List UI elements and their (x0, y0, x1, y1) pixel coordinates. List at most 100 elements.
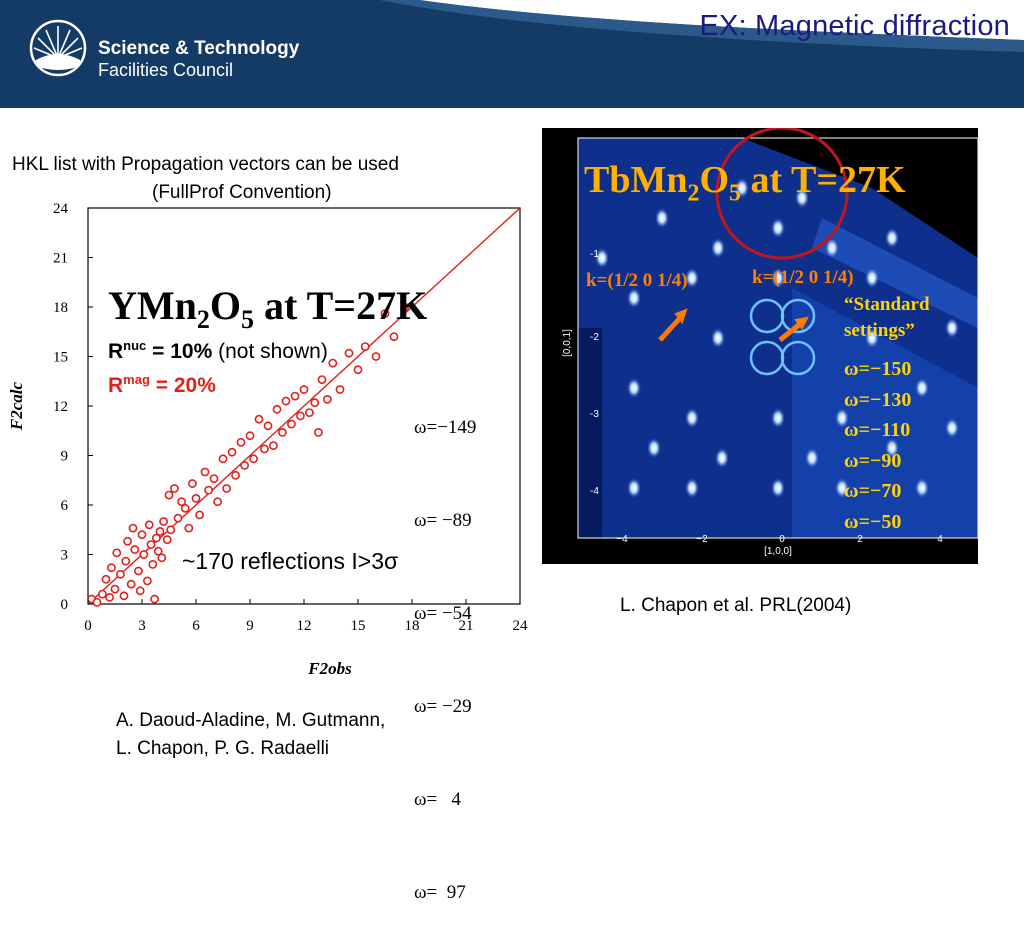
x-tick-label: 18 (405, 618, 420, 634)
data-point (304, 408, 314, 417)
k-arrows (658, 308, 809, 342)
data-point (177, 497, 186, 507)
map-y-tick-label: -3 (590, 409, 599, 420)
map-y-axis-label: [0,0,1] (562, 329, 573, 357)
data-point (123, 536, 132, 546)
data-point (259, 444, 269, 454)
data-point (249, 454, 258, 464)
data-point (121, 556, 131, 566)
diffraction-spot (715, 448, 729, 468)
x-tick-label: 24 (513, 618, 529, 634)
y-tick-label: 3 (61, 548, 69, 564)
diffraction-spot (735, 178, 749, 198)
diffraction-spot (595, 248, 609, 268)
data-point (213, 497, 222, 507)
left-compound-title: YMn2O5 at T=27K (108, 283, 428, 334)
data-point (148, 559, 158, 569)
x-tick-label: 6 (192, 618, 200, 634)
x-tick-label: 3 (138, 618, 146, 634)
data-point (353, 365, 363, 375)
diffraction-spot (865, 268, 879, 288)
data-point (107, 563, 116, 573)
diffraction-spot (825, 238, 839, 258)
data-point (101, 574, 111, 584)
y-tick-label: 24 (53, 201, 69, 217)
diffraction-spot (795, 188, 809, 208)
slide-header: Science & Technology Facilities Council … (0, 0, 1024, 108)
data-point (286, 419, 296, 429)
reflections-count: ~170 reflections I>3σ (182, 548, 399, 575)
data-point (98, 589, 107, 599)
left-caption-line2: (FullProf Convention) (152, 182, 332, 203)
data-point (310, 398, 320, 408)
diffraction-spot (835, 408, 849, 428)
y-tick-label: 15 (53, 350, 68, 366)
chart-y-label: F2calc (7, 381, 26, 431)
diffraction-spot (711, 328, 725, 348)
data-point (360, 342, 370, 351)
left-caption-line1: HKL list with Propagation vectors can be… (12, 154, 399, 175)
data-point (157, 553, 167, 563)
map-y-tick-label: -1 (590, 249, 599, 260)
diffraction-spot (627, 288, 641, 308)
data-point (195, 510, 204, 520)
left-omega-item: ω= 4 (414, 789, 461, 810)
y-tick-label: 0 (61, 597, 69, 613)
map-y-tick-label: -2 (590, 332, 599, 343)
diffraction-spot (711, 238, 725, 258)
data-point (166, 525, 176, 535)
right-omega-item: ω=−110 (844, 419, 911, 441)
data-point (184, 523, 194, 533)
data-point (112, 548, 122, 558)
left-omega-item: ω= −89 (414, 510, 472, 531)
data-point (277, 427, 287, 437)
left-omega-list: ω=−149 ω= −89 ω= −54 ω= −29 ω= 4 ω= 97 (414, 350, 476, 939)
data-point (116, 569, 125, 579)
data-point (155, 526, 165, 536)
data-point (151, 533, 161, 543)
data-point (299, 385, 309, 394)
data-point (344, 348, 354, 358)
data-point (153, 546, 163, 556)
data-point (150, 594, 159, 604)
x-tick-label: 15 (351, 618, 366, 634)
right-omega-item: ω=−150 (844, 358, 912, 380)
data-point (227, 447, 237, 457)
data-point (169, 484, 179, 493)
data-point (110, 584, 120, 594)
left-omega-item: ω= −54 (414, 603, 472, 624)
diffraction-spot (771, 268, 785, 288)
data-point (218, 454, 228, 464)
chart-y-ticks: 0 3 6 9 12 15 18 21 24 (53, 201, 93, 613)
diffraction-spots (595, 178, 959, 498)
data-point (313, 427, 323, 437)
data-point (144, 520, 154, 530)
data-point (146, 540, 156, 549)
x-tick-label: 9 (246, 618, 254, 634)
data-point (162, 535, 172, 545)
chart-x-ticks: 0 3 6 9 12 15 18 21 24 (84, 599, 528, 634)
chart-x-label: F2obs (307, 659, 352, 678)
right-omega-item: ω=−130 (844, 388, 912, 411)
diffraction-map-image: [0,0,1] [1,0,0] -1 -2 -3 -4 −4 −2 0 2 4 (562, 128, 978, 557)
y-tick-label: 6 (61, 498, 69, 514)
data-point (380, 309, 390, 318)
data-point (222, 484, 231, 493)
r-mag-line: Rmag = 20% (108, 372, 216, 397)
data-point (180, 503, 190, 513)
data-point (290, 391, 300, 401)
data-point (191, 493, 201, 503)
slide-title: EX: Magnetic diffraction (699, 10, 1010, 42)
data-point (92, 597, 102, 607)
data-point (200, 467, 210, 477)
data-point (119, 591, 129, 601)
k-label-right: k=(1/2 0 1/4) (752, 267, 854, 288)
data-point (317, 375, 327, 384)
data-point (139, 550, 149, 559)
data-point (371, 352, 381, 361)
data-point (231, 470, 240, 480)
data-point (187, 479, 197, 488)
org-name-line2: Facilities Council (98, 60, 234, 80)
map-x-ticks: −4 −2 0 2 4 (616, 534, 943, 545)
data-point (272, 404, 282, 414)
